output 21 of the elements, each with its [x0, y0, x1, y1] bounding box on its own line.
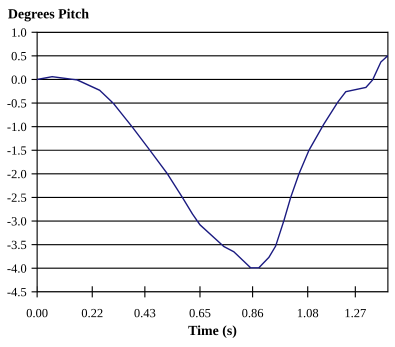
- x-tick-label: 0.86: [242, 308, 264, 318]
- y-tick-label: 1.0: [12, 28, 26, 37]
- y-tick-label: -1.0: [7, 122, 26, 132]
- y-tick-label: -4.5: [7, 288, 26, 296]
- y-tick-label: -2.0: [7, 170, 26, 178]
- y-tick-label: -1.5: [7, 146, 26, 155]
- x-tick-label: 0.00: [26, 308, 48, 318]
- y-axis-title: Degrees Pitch: [8, 8, 89, 22]
- y-tick-label: 0.5: [12, 52, 26, 60]
- y-tick-label: -3.0: [7, 217, 26, 226]
- y-tick-label: -4.0: [7, 264, 26, 273]
- x-tick-label: 0.43: [134, 308, 156, 318]
- x-tick-label: 1.27: [345, 308, 366, 318]
- y-tick-label: 0.0: [12, 75, 26, 84]
- x-axis-title: Time (s): [188, 325, 236, 338]
- y-tick-label: -2.5: [7, 194, 26, 202]
- x-tick-label: 0.22: [82, 308, 102, 318]
- x-tick-label: 0.65: [190, 308, 210, 318]
- x-tick-label: 1.08: [298, 308, 318, 318]
- y-tick-label: -3.5: [7, 240, 26, 250]
- y-tick-label: -0.5: [7, 99, 26, 108]
